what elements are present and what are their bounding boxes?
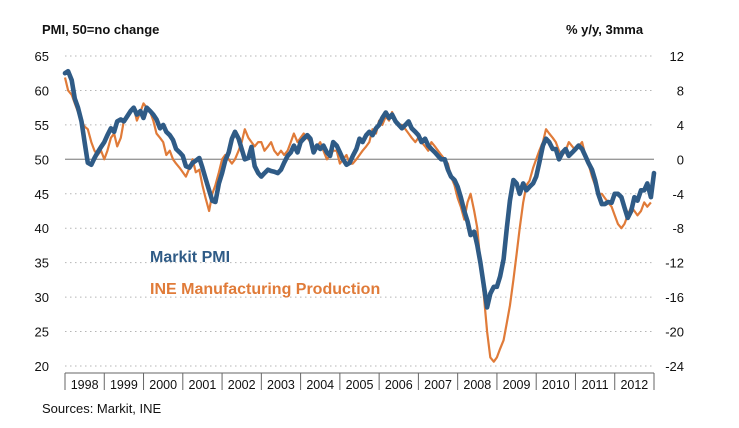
x-tick-label: 2006 <box>385 378 413 392</box>
right-tick-label: -12 <box>665 256 684 271</box>
x-axis: 1998 1999 2000 2001 2002 2003 2004 2005 2006 2007… <box>64 372 655 392</box>
x-tick-label: 2004 <box>306 378 334 392</box>
grid-lines <box>65 55 654 367</box>
x-tick-label: 2000 <box>149 378 177 392</box>
right-tick-label: -4 <box>672 187 684 202</box>
right-tick-label: -20 <box>665 325 684 340</box>
x-tick-label: 2005 <box>346 378 374 392</box>
x-tick-label: 2008 <box>463 378 491 392</box>
right-tick-label: -16 <box>665 290 684 305</box>
right-axis-ticks: 12 8 4 0 -4 -8 -12 -16 -20 -24 <box>665 49 684 374</box>
right-tick-label: -24 <box>665 359 684 374</box>
right-tick-label: 12 <box>670 49 684 64</box>
left-axis-ticks: 65 60 55 50 45 40 35 30 25 20 <box>35 49 49 374</box>
series-ine-manufacturing-production <box>63 77 652 363</box>
legend: Markit PMI INE Manufacturing Production <box>150 249 380 298</box>
legend-ine-manufacturing-production: INE Manufacturing Production <box>150 281 380 298</box>
right-tick-label: 4 <box>677 118 684 133</box>
left-tick-label: 65 <box>35 49 49 64</box>
x-tick-label: 2010 <box>542 378 570 392</box>
x-tick-label: 1998 <box>71 378 99 392</box>
series-lines <box>62 68 657 363</box>
x-tick-label: 2002 <box>228 378 256 392</box>
x-tick-label: 2003 <box>267 378 295 392</box>
left-tick-label: 60 <box>35 83 49 98</box>
right-tick-label: 8 <box>677 83 684 98</box>
x-tick-label: 2009 <box>503 378 531 392</box>
legend-markit-pmi: Markit PMI <box>150 249 230 266</box>
left-tick-label: 30 <box>35 290 49 305</box>
left-tick-label: 45 <box>35 187 49 202</box>
source-note: Sources: Markit, INE <box>42 401 162 416</box>
x-tick-label: 1999 <box>110 378 138 392</box>
left-tick-label: 25 <box>35 325 49 340</box>
left-tick-label: 40 <box>35 221 49 236</box>
left-tick-label: 35 <box>35 256 49 271</box>
x-tick-label: 2011 <box>582 378 609 392</box>
left-tick-label: 20 <box>35 359 49 374</box>
x-tick-label: 2007 <box>424 378 452 392</box>
x-tick-label: 2012 <box>620 378 648 392</box>
left-tick-label: 55 <box>35 118 49 133</box>
x-tick-label: 2001 <box>189 378 217 392</box>
left-axis-title: PMI, 50=no change <box>42 22 160 37</box>
series-markit-pmi <box>62 68 657 310</box>
right-tick-label: 0 <box>677 152 684 167</box>
right-axis-title: % y/y, 3mma <box>566 22 644 37</box>
right-tick-label: -8 <box>672 221 684 236</box>
left-tick-label: 50 <box>35 152 49 167</box>
